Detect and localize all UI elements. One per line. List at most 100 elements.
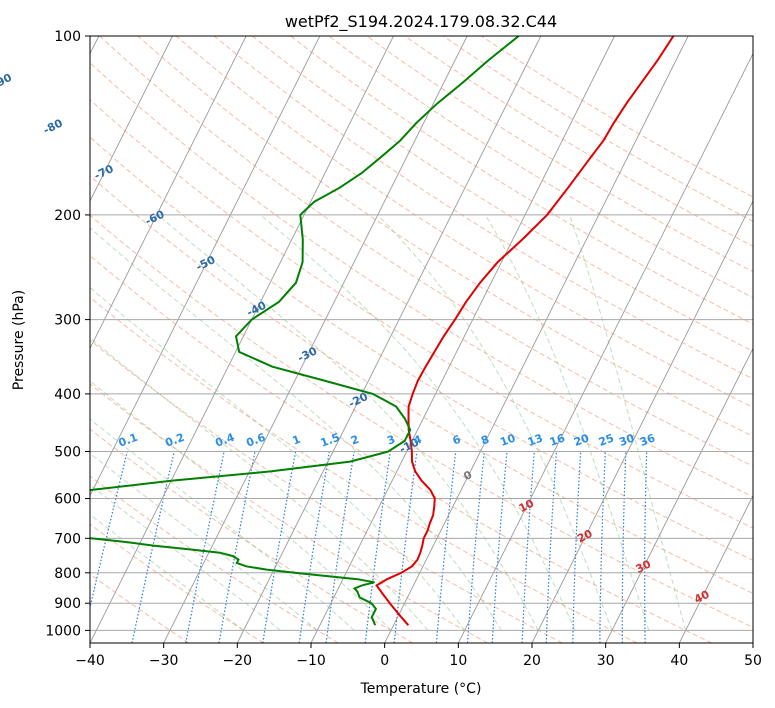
x-tick-label: 30 [597, 653, 615, 669]
mixing-ratio-line [491, 451, 508, 643]
mixing-ratio-line [521, 451, 535, 643]
mixing-ratio-label: 2 [349, 433, 361, 448]
x-tick-label: 40 [670, 653, 688, 669]
mixing-ratio-label: 0.1 [117, 431, 140, 450]
mixing-ratio-line [572, 451, 582, 643]
isotherm-line [384, 36, 689, 643]
mixing-ratio-line [599, 451, 606, 643]
mixing-ratio-label: 8 [479, 433, 491, 448]
isotherm-label: -90 [0, 71, 14, 92]
mixing-ratio-label: 6 [451, 433, 463, 448]
isotherm-line [531, 199, 753, 643]
mixing-ratio-label: 20 [572, 431, 591, 449]
y-tick-label: 300 [54, 313, 81, 329]
mixing-ratio-line [466, 451, 485, 643]
dry-adiabat [90, 98, 753, 529]
isotherm-line [678, 494, 753, 643]
y-tick-label: 400 [54, 387, 81, 403]
mixing-ratio-line [364, 451, 391, 643]
mixing-ratio-label: 4 [412, 433, 424, 448]
x-tick-label: 0 [380, 653, 389, 669]
y-tick-label: 600 [54, 492, 81, 508]
isotherm-line [90, 36, 394, 643]
y-tick-label: 700 [54, 531, 81, 547]
moist-adiabat [90, 337, 429, 631]
y-tick-label: 900 [54, 596, 81, 612]
mixing-ratio-label: 0.4 [214, 431, 237, 450]
mixing-ratio-line [644, 451, 648, 643]
mixing-ratio-line [298, 451, 330, 643]
x-tick-label: 10 [449, 653, 467, 669]
moist-adiabat [90, 227, 502, 631]
isotherm-label: 10 [517, 497, 537, 516]
y-tick-label: 800 [54, 566, 81, 582]
plot-frame [89, 35, 754, 644]
plot-area [90, 36, 753, 643]
mixing-ratio-label: 16 [548, 431, 567, 449]
dry-adiabat [90, 296, 638, 643]
x-axis-label: Temperature (°C) [360, 681, 482, 697]
x-tick-label: −20 [223, 653, 253, 669]
mixing-ratio-label: 1 [291, 433, 303, 448]
isotherm-line [90, 36, 173, 203]
dry-adiabat [90, 214, 753, 628]
dry-adiabat [99, 36, 753, 467]
isotherm-line [310, 36, 615, 643]
mixing-ratio-label: 30 [617, 431, 636, 449]
mixing-ratio-line [435, 451, 457, 643]
isotherm-line [90, 36, 247, 350]
x-tick-label: −10 [296, 653, 326, 669]
y-axis-label: Pressure (hPa) [11, 290, 27, 390]
mixing-ratio-label: 0.6 [244, 431, 267, 450]
dry-adiabat [90, 136, 753, 561]
isotherm-line [90, 36, 321, 497]
mixing-ratio-label: 36 [638, 431, 657, 449]
isotherm-label: -80 [41, 116, 65, 137]
mixing-ratio-label: 3 [385, 433, 397, 448]
y-tick-label: 100 [54, 29, 81, 45]
x-tick-label: 20 [523, 653, 541, 669]
mixing-ratio-line [393, 451, 418, 643]
isotherm-label: 20 [575, 527, 595, 546]
dry-adiabat [90, 175, 753, 594]
y-tick-label: 200 [54, 208, 81, 224]
dry-adiabat [90, 523, 264, 643]
isotherm-label: 30 [634, 557, 654, 576]
isotherm-line [457, 52, 753, 643]
x-tick-label: −40 [75, 653, 105, 669]
isotherm-line [163, 36, 468, 643]
dry-adiabat [90, 475, 339, 643]
moist-adiabat [377, 214, 613, 631]
dry-adiabat [252, 36, 753, 352]
dry-adiabat [175, 36, 753, 408]
dry-adiabat [213, 36, 753, 380]
dry-adiabat [137, 36, 753, 437]
mixing-ratio-line [325, 451, 355, 643]
dry-adiabat [290, 36, 753, 325]
temperature-profile [375, 36, 675, 626]
chart-title: wetPf2_S194.2024.179.08.32.C44 [285, 12, 557, 32]
x-tick-label: 50 [744, 653, 762, 669]
y-tick-label: 1000 [45, 623, 81, 639]
isotherm-line [236, 36, 542, 643]
mixing-ratio-line [262, 451, 297, 643]
dry-adiabat [366, 36, 753, 273]
mixing-ratio-label: 0.2 [164, 431, 187, 450]
mixing-ratio-line [131, 451, 175, 643]
dry-adiabat [481, 36, 753, 198]
dewpoint-profile [90, 36, 520, 626]
x-tick-label: −30 [149, 653, 179, 669]
isotherm-label: 40 [692, 588, 712, 607]
isotherm-line [752, 641, 753, 643]
mixing-ratio-line [90, 451, 128, 611]
y-tick-label: 500 [54, 444, 81, 460]
mixing-ratio-line [545, 451, 558, 643]
mixing-ratio-label: 13 [526, 431, 545, 448]
mixing-ratio-label: 1.5 [319, 431, 342, 450]
mixing-ratio-line [185, 451, 225, 643]
dry-adiabat [90, 428, 414, 643]
mixing-ratio-label: 10 [498, 431, 517, 449]
moist-adiabat [90, 452, 318, 631]
isotherm-line [605, 347, 753, 643]
